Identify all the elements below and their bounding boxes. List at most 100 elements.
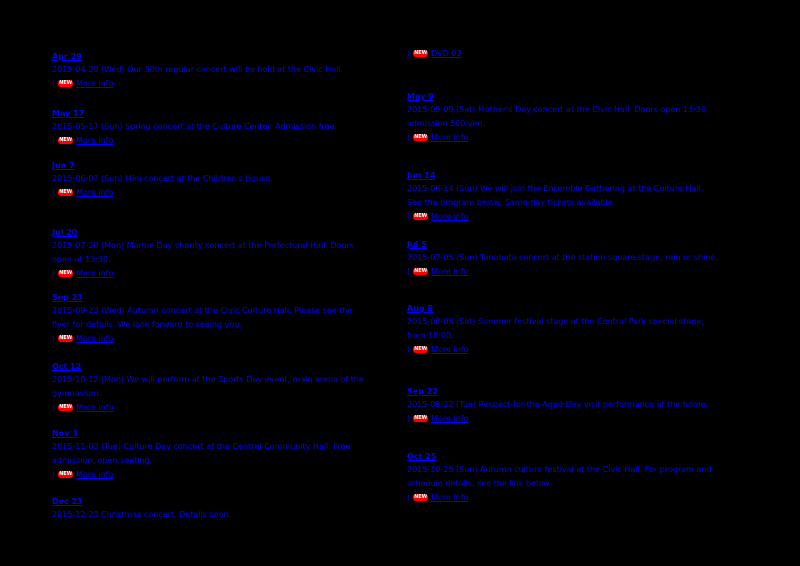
entry-title-link[interactable]: Jun 14 (407, 171, 436, 180)
entry-title-link[interactable]: Sep 23 (52, 293, 83, 302)
list-item: Oct 12 2015-10-12 (Mon) We will perform … (52, 354, 396, 413)
new-badge-icon: NEW (58, 80, 74, 87)
description-line: 2015-05-09 (Sat) Mother's Day concert at… (407, 105, 709, 114)
open-paren: ( (407, 48, 411, 58)
entry-detail-link[interactable]: More info (76, 78, 114, 88)
entry-description: 2015-07-05 (Sun) Tanabata concert at the… (407, 251, 759, 265)
description-line: See the program below. Same-day tickets … (407, 198, 616, 207)
description-line: 2015-09-23 (Wed) Autumn concert at the C… (52, 306, 353, 315)
entry-title-link[interactable]: Oct 12 (52, 362, 82, 371)
entry-title-link[interactable]: Dec 23 (52, 497, 83, 506)
entry-detail-link[interactable]: More info (431, 413, 469, 423)
list-item: Jul 5 2015-07-05 (Sun) Tanabata concert … (407, 232, 759, 277)
entry-link-row: ( NEW More info (52, 469, 396, 480)
new-badge-icon: NEW (58, 471, 74, 478)
entry-description: 2015-04-29 (Wed) Our 30th regular concer… (52, 63, 396, 77)
entry-description: 2015-09-22 (Tue) Respect-for-the-Aged Da… (407, 398, 759, 412)
entry-link-row: ( NEW More info (52, 402, 396, 413)
entry-detail-link[interactable]: More info (76, 187, 114, 197)
entry-detail-link[interactable]: More info (76, 268, 114, 278)
entry-title-link[interactable]: May 17 (52, 109, 85, 118)
entry-detail-link[interactable]: More info (431, 344, 469, 354)
description-line: from 18:00. (407, 331, 454, 340)
new-badge-icon: NEW (58, 189, 74, 196)
entry-link-row: ( NEW DVD-02 (407, 48, 759, 59)
description-line: 2015-08-08 (Sat) Summer festival stage a… (407, 317, 704, 326)
entry-title-link[interactable]: Oct 25 (407, 452, 437, 461)
new-badge-icon: NEW (413, 213, 429, 220)
entry-description: 2015-06-07 (Sun) Mini concert at the Chi… (52, 172, 396, 186)
list-item: Dec 23 2015-12-23 Christmas concert. Det… (52, 489, 396, 522)
entry-link-row: ( NEW More info (407, 413, 759, 424)
entry-detail-link[interactable]: More info (76, 135, 114, 145)
description-line: 2015-09-22 (Tue) Respect-for-the-Aged Da… (407, 400, 709, 409)
description-line: admission, open seating. (52, 456, 153, 465)
entry-description: 2015-07-20 (Mon) Marine Day charity conc… (52, 239, 396, 267)
new-badge-icon: NEW (58, 335, 74, 342)
entry-description: 2015-10-25 (Sun) Autumn culture festival… (407, 463, 759, 491)
description-line: 2015-04-29 (Wed) Our 30th regular concer… (52, 65, 344, 74)
entry-link-row: ( NEW More info (407, 211, 759, 222)
entry-title-link[interactable]: Jul 5 (407, 240, 427, 249)
entry-detail-link[interactable]: More info (431, 492, 469, 502)
open-paren: ( (407, 492, 411, 502)
entry-link-row: ( NEW More info (407, 492, 759, 503)
new-badge-icon: NEW (413, 346, 429, 353)
entry-description: 2015-09-23 (Wed) Autumn concert at the C… (52, 304, 396, 332)
entry-title-link[interactable]: Apr 29 (52, 52, 82, 61)
open-paren: ( (407, 344, 411, 354)
list-item: Sep 23 2015-09-23 (Wed) Autumn concert a… (52, 285, 396, 344)
new-badge-icon: NEW (413, 50, 429, 57)
entry-detail-link[interactable]: More info (76, 333, 114, 343)
list-item: Jun 7 2015-06-07 (Sun) Mini concert at t… (52, 153, 396, 198)
entry-detail-link[interactable]: More info (431, 132, 469, 142)
description-line: 2015-05-17 (Sun) Spring concert at the C… (52, 122, 338, 131)
entry-detail-link[interactable]: More info (76, 469, 114, 479)
description-line: flyer for details. We look forward to se… (52, 320, 242, 329)
entry-detail-link[interactable]: DVD-02 (431, 48, 462, 58)
left-column: Apr 29 2015-04-29 (Wed) Our 30th regular… (52, 0, 396, 566)
entry-link-row: ( NEW More info (52, 187, 396, 198)
description-line: admission 500 yen. (407, 119, 486, 128)
list-item: Jun 14 2015-06-14 (Sun) We will join the… (407, 163, 759, 222)
entry-detail-link[interactable]: More info (431, 211, 469, 221)
open-paren: ( (52, 333, 56, 343)
list-item: Nov 3 2015-11-03 (Tue) Culture Day conce… (52, 421, 396, 480)
entry-title-link[interactable]: Aug 8 (407, 304, 433, 313)
entry-detail-link[interactable]: More info (76, 402, 114, 412)
list-item: May 17 2015-05-17 (Sun) Spring concert a… (52, 101, 396, 146)
description-line: 2015-06-14 (Sun) We will join the Ensemb… (407, 184, 704, 193)
entry-title-link[interactable]: Sep 22 (407, 387, 438, 396)
new-badge-icon: NEW (58, 137, 74, 144)
open-paren: ( (52, 268, 56, 278)
entry-description: 2015-11-03 (Tue) Culture Day concert at … (52, 440, 396, 468)
description-line: schedule details, see the link below. (407, 479, 552, 488)
list-item: May 9 2015-05-09 (Sat) Mother's Day conc… (407, 84, 759, 143)
open-paren: ( (52, 78, 56, 88)
entry-title-link[interactable]: May 9 (407, 92, 434, 101)
entry-link-row: ( NEW More info (407, 132, 759, 143)
entry-detail-link[interactable]: More info (431, 266, 469, 276)
entry-link-row: ( NEW More info (52, 78, 396, 89)
new-badge-icon: NEW (58, 270, 74, 277)
new-badge-icon: NEW (413, 415, 429, 422)
entry-title-link[interactable]: Jul 20 (52, 228, 78, 237)
open-paren: ( (407, 266, 411, 276)
open-paren: ( (52, 135, 56, 145)
new-badge-icon: NEW (413, 268, 429, 275)
list-item: Oct 25 2015-10-25 (Sun) Autumn culture f… (407, 444, 759, 503)
list-item: Sep 22 2015-09-22 (Tue) Respect-for-the-… (407, 379, 759, 424)
open-paren: ( (407, 211, 411, 221)
open-paren: ( (52, 402, 56, 412)
list-item: Apr 29 2015-04-29 (Wed) Our 30th regular… (52, 44, 396, 89)
entry-description: 2015-06-14 (Sun) We will join the Ensemb… (407, 182, 759, 210)
entry-description: 2015-05-09 (Sat) Mother's Day concert at… (407, 103, 759, 131)
description-line: 2015-07-20 (Mon) Marine Day charity conc… (52, 241, 354, 250)
new-badge-icon: NEW (413, 494, 429, 501)
description-line: 2015-06-07 (Sun) Mini concert at the Chi… (52, 174, 273, 183)
description-line: 2015-10-12 (Mon) We will perform at the … (52, 375, 364, 384)
entry-title-link[interactable]: Nov 3 (52, 429, 78, 438)
entry-link-row: ( NEW More info (52, 333, 396, 344)
entry-title-link[interactable]: Jun 7 (52, 161, 75, 170)
